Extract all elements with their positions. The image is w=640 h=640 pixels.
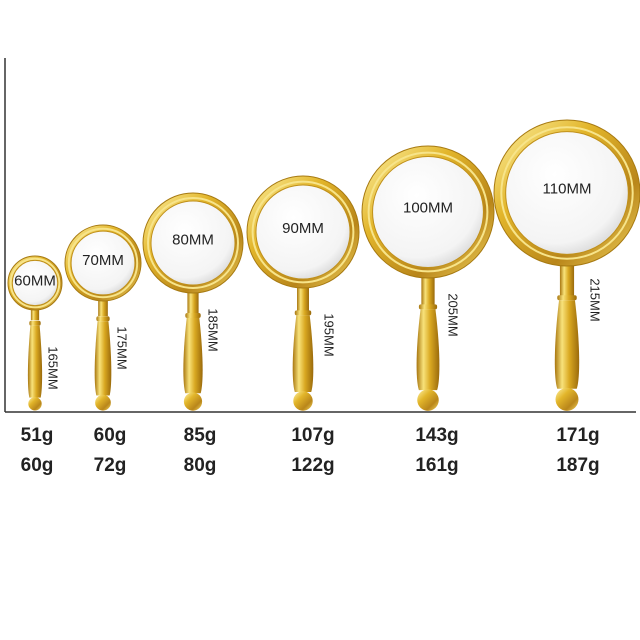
handle-length: 165MM (46, 346, 61, 389)
handle-neck (421, 276, 435, 306)
handle-body (292, 315, 314, 393)
magnifiers: 60MM165MM51g60g70MM175MM60g72g80MM185MM8… (7, 119, 640, 476)
lens-size: 80MM (172, 231, 214, 248)
lens-inner-frame (9, 257, 61, 309)
magnifier: 70MM 175MM 60g 72g (64, 224, 142, 476)
handle-length: 185MM (206, 308, 221, 351)
weight: 187g (556, 455, 599, 476)
lens-glass (150, 200, 236, 286)
lens-glass (255, 184, 351, 280)
weight: 51g (21, 425, 54, 446)
handle-length: 205MM (446, 293, 461, 336)
weight: 107g (291, 425, 334, 446)
weight: 122g (291, 455, 334, 476)
handle-ball (555, 387, 579, 411)
lens-size: 90MM (282, 220, 324, 237)
handle-collar (185, 313, 201, 318)
weight: 161g (415, 455, 458, 476)
handle-collar (29, 320, 41, 326)
weight: 60g (94, 425, 127, 446)
handle-ball (293, 391, 313, 411)
weight: 72g (94, 455, 127, 476)
magnifier: 80MM 185MM 85g 80g (142, 192, 244, 476)
handle-collar (557, 295, 577, 301)
handle-ball (183, 392, 203, 411)
handle-collar (294, 310, 312, 316)
weight: 85g (184, 425, 217, 446)
lens-size: 70MM (82, 252, 124, 269)
lens-glass (505, 131, 629, 255)
weight: 171g (556, 425, 599, 446)
magnifier: 100MM 205MM 143g 161g (361, 145, 495, 476)
lens-glass (372, 156, 484, 268)
handle-ball (417, 389, 439, 411)
weight: 143g (415, 425, 458, 446)
handle-collar (418, 304, 438, 310)
handle-neck (297, 286, 309, 312)
lens-glass (11, 259, 59, 307)
lens-inner-frame (500, 126, 634, 260)
lens-inner-frame (67, 227, 139, 299)
handle-neck (559, 264, 575, 297)
handle-body (27, 325, 43, 398)
weight: 60g (21, 455, 54, 476)
handle-collar (96, 316, 110, 322)
lens-size: 100MM (403, 200, 453, 217)
handle-ball (95, 394, 111, 411)
lens-size: 60MM (14, 273, 56, 290)
handle-neck (30, 308, 40, 321)
handle-neck (187, 291, 199, 314)
handle-neck (98, 299, 108, 317)
magnifier: 110MM 215MM 171g 187g (493, 119, 640, 476)
handle-body (416, 309, 440, 391)
handle-length: 195MM (322, 313, 337, 356)
magnifier: 60MM 165MM 51g 60g (7, 255, 63, 476)
handle-ball (28, 397, 42, 411)
weight: 80g (184, 455, 217, 476)
lens-inner-frame (251, 180, 355, 284)
handle-length: 175MM (115, 326, 130, 369)
handle-body (183, 318, 203, 394)
magnifier: 90MM 195MM 107g 122g (246, 175, 360, 476)
lens-inner-frame (367, 151, 489, 273)
lens-inner-frame (147, 197, 239, 289)
handle-body (554, 300, 580, 389)
lens-size: 110MM (543, 180, 592, 197)
lens-glass (70, 230, 136, 296)
handle-length: 215MM (588, 278, 603, 321)
handle-body (94, 321, 112, 396)
